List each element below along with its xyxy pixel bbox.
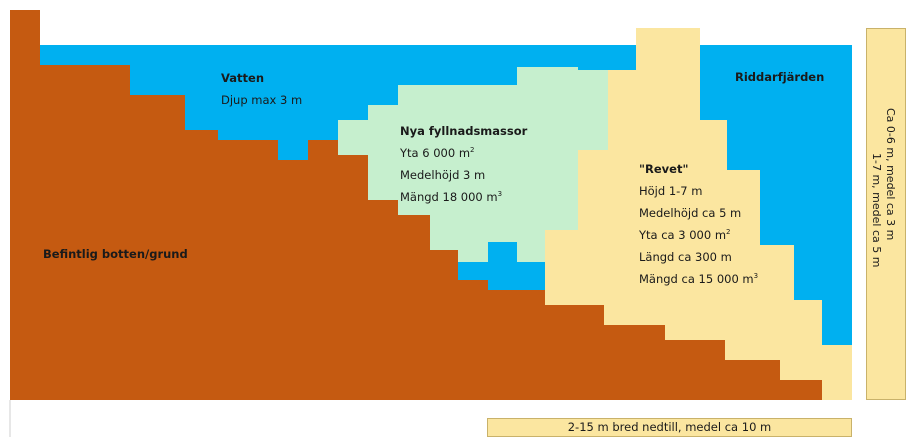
new-fill-title: Nya fyllnadsmassor <box>400 124 528 138</box>
reef-area <box>545 28 852 400</box>
right-height-line1: Ca 0-6 m, medel ca 3 m <box>884 108 897 241</box>
right-height-text-wrap: Ca 0-6 m, medel ca 3 m 1-7 m, medel ca 5… <box>866 28 906 400</box>
reef-volume: Mängd ca 15 000 m3 <box>639 272 759 286</box>
existing-bottom-area <box>10 10 822 400</box>
new-fill-height: Medelhöjd 3 m <box>400 168 486 182</box>
water-label: Vatten Djup max 3 m <box>221 67 302 111</box>
reef-title: "Revet" <box>639 162 689 176</box>
bay-title: Riddarfjärden <box>735 70 825 84</box>
water-title: Vatten <box>221 71 265 85</box>
existing-bottom-label: Befintlig botten/grund <box>43 243 188 265</box>
bay-label: Riddarfjärden <box>735 66 824 88</box>
new-fill-volume: Mängd 18 000 m3 <box>400 190 503 204</box>
right-height-line2: 1-7 m, medel ca 5 m <box>870 153 883 268</box>
right-height-box <box>866 28 906 400</box>
reef-height: Höjd 1-7 m <box>639 184 703 198</box>
reef-length: Längd ca 300 m <box>639 250 732 264</box>
reef-label: "Revet" Höjd 1-7 m Medelhöjd ca 5 m Yta … <box>639 158 758 290</box>
new-fill-area-text: Yta 6 000 m2 <box>400 146 475 160</box>
bottom-width-text: 2-15 m bred nedtill, medel ca 10 m <box>567 420 772 434</box>
water-depth: Djup max 3 m <box>221 93 303 107</box>
new-fill-label: Nya fyllnadsmassor Yta 6 000 m2 Medelhöj… <box>400 120 527 208</box>
reef-area-text: Yta ca 3 000 m2 <box>639 228 731 242</box>
reef-avg-height: Medelhöjd ca 5 m <box>639 206 742 220</box>
existing-bottom-title: Befintlig botten/grund <box>43 247 188 261</box>
